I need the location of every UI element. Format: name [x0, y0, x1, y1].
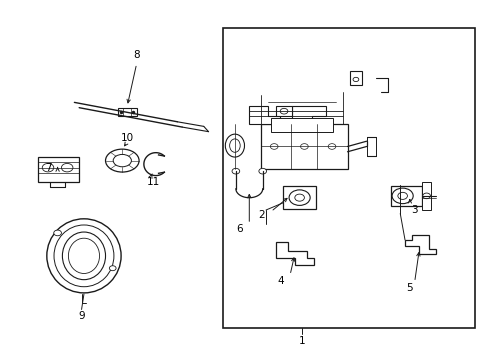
Ellipse shape	[105, 149, 139, 172]
Bar	[421, 182, 430, 210]
Ellipse shape	[229, 139, 240, 152]
Circle shape	[397, 192, 407, 199]
Bar	[270, 118, 332, 132]
Bar	[275, 106, 292, 117]
Polygon shape	[249, 106, 280, 123]
Ellipse shape	[68, 238, 100, 274]
Circle shape	[270, 144, 278, 149]
Bar	[223, 28, 473, 328]
Circle shape	[352, 77, 358, 82]
Text: 5: 5	[406, 283, 412, 293]
Bar	[282, 186, 316, 209]
Text: 11: 11	[146, 177, 160, 187]
Bar	[349, 71, 361, 85]
Circle shape	[280, 108, 287, 114]
Polygon shape	[275, 242, 313, 265]
Circle shape	[391, 188, 412, 204]
Circle shape	[232, 168, 239, 174]
Circle shape	[258, 168, 266, 174]
Circle shape	[54, 230, 61, 236]
Text: 1: 1	[298, 336, 305, 346]
Circle shape	[300, 144, 307, 149]
Bar	[39, 157, 79, 182]
Text: 4: 4	[277, 275, 283, 285]
Bar	[261, 123, 347, 170]
Circle shape	[327, 144, 335, 149]
Text: 2: 2	[258, 210, 264, 220]
Circle shape	[42, 163, 54, 172]
FancyBboxPatch shape	[117, 108, 137, 116]
Text: 7: 7	[44, 163, 51, 173]
Ellipse shape	[62, 232, 105, 280]
Ellipse shape	[113, 154, 131, 167]
Ellipse shape	[54, 225, 114, 287]
Polygon shape	[404, 235, 435, 254]
Ellipse shape	[47, 219, 121, 293]
Ellipse shape	[225, 134, 244, 157]
Text: 8: 8	[133, 50, 140, 60]
Text: 9: 9	[78, 311, 85, 321]
Circle shape	[288, 190, 309, 206]
Circle shape	[61, 163, 73, 172]
Circle shape	[294, 194, 304, 201]
Text: 10: 10	[120, 133, 133, 143]
Circle shape	[109, 266, 116, 271]
Text: 6: 6	[236, 224, 243, 234]
Bar	[390, 186, 421, 206]
Text: 3: 3	[410, 205, 417, 215]
Bar	[366, 137, 376, 156]
Polygon shape	[292, 106, 325, 123]
Circle shape	[422, 193, 429, 199]
